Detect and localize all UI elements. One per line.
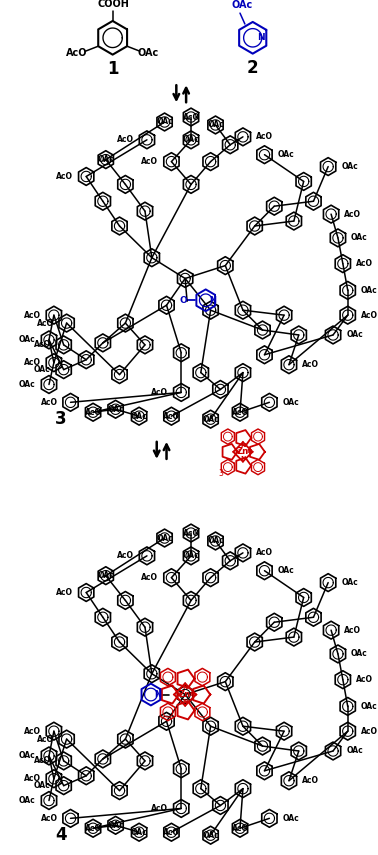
- Text: OAc: OAc: [346, 331, 363, 339]
- Text: AcO: AcO: [141, 157, 158, 166]
- Text: OAc: OAc: [138, 48, 159, 58]
- Text: OAc: OAc: [131, 412, 147, 421]
- Text: AcO: AcO: [85, 823, 102, 833]
- Text: AcO: AcO: [183, 113, 200, 121]
- Text: OAc: OAc: [351, 650, 368, 658]
- Text: OAc: OAc: [207, 121, 224, 129]
- Text: AcO: AcO: [344, 209, 361, 219]
- Text: AcO: AcO: [40, 814, 57, 823]
- Text: OAc: OAc: [131, 828, 147, 837]
- Text: OAc: OAc: [361, 702, 378, 711]
- Text: AcO: AcO: [302, 360, 319, 369]
- Text: AcO: AcO: [151, 388, 168, 397]
- Text: 1: 1: [107, 60, 118, 78]
- Text: OAc: OAc: [98, 571, 114, 581]
- Text: AcO: AcO: [163, 828, 180, 837]
- Text: OAc: OAc: [341, 578, 358, 587]
- Text: 4: 4: [55, 826, 67, 844]
- Text: O: O: [179, 296, 187, 304]
- Text: OAc: OAc: [183, 135, 199, 144]
- Text: OAc: OAc: [278, 150, 294, 159]
- Text: AcO: AcO: [356, 259, 373, 268]
- Text: OAc: OAc: [156, 534, 173, 543]
- Text: OAc: OAc: [156, 117, 173, 127]
- Text: AcO: AcO: [24, 727, 41, 735]
- Text: AcO: AcO: [302, 776, 319, 785]
- Text: AcO: AcO: [361, 727, 378, 735]
- Text: AcO: AcO: [151, 804, 168, 813]
- Text: AcO: AcO: [117, 135, 134, 144]
- Text: OAc: OAc: [361, 286, 378, 295]
- Text: OAc: OAc: [207, 536, 224, 545]
- Text: 3: 3: [55, 410, 67, 428]
- Text: OAc: OAc: [351, 233, 368, 242]
- Text: OAc: OAc: [202, 415, 219, 424]
- Text: AcO: AcO: [40, 398, 57, 407]
- Text: OAc: OAc: [283, 814, 299, 823]
- Text: OAc: OAc: [183, 551, 199, 560]
- Text: N: N: [189, 692, 195, 697]
- Text: N: N: [257, 33, 265, 42]
- Text: AcO: AcO: [37, 319, 54, 327]
- Text: AcO: AcO: [117, 551, 134, 560]
- Text: OAc: OAc: [19, 380, 36, 389]
- Text: AcO: AcO: [256, 133, 273, 141]
- Text: AcO: AcO: [34, 340, 51, 350]
- Text: AcO: AcO: [361, 310, 378, 320]
- Text: N: N: [234, 450, 239, 454]
- Text: AcO: AcO: [163, 412, 180, 421]
- Text: COOH: COOH: [98, 0, 130, 9]
- Text: OAc: OAc: [19, 335, 36, 345]
- Text: N: N: [240, 456, 246, 461]
- Text: N: N: [246, 450, 252, 454]
- Text: OAc: OAc: [98, 155, 114, 164]
- Text: OAc: OAc: [19, 796, 36, 805]
- Text: 2: 2: [247, 58, 259, 76]
- Text: N: N: [154, 690, 161, 699]
- Text: AcO: AcO: [231, 823, 248, 833]
- Text: N: N: [175, 692, 181, 697]
- Text: AcO: AcO: [231, 408, 248, 416]
- Text: Zn: Zn: [237, 447, 249, 457]
- Text: OAc: OAc: [231, 0, 253, 10]
- Text: OAc: OAc: [19, 752, 36, 760]
- Text: 3: 3: [218, 469, 223, 478]
- Text: AcO: AcO: [34, 757, 51, 765]
- Text: OAc: OAc: [202, 831, 219, 840]
- Text: OAc: OAc: [278, 566, 294, 575]
- Text: AcO: AcO: [37, 734, 54, 744]
- Text: N: N: [209, 296, 216, 304]
- Text: AcO: AcO: [344, 626, 361, 634]
- Text: OAc: OAc: [34, 365, 51, 374]
- Text: OAc: OAc: [107, 821, 124, 830]
- Text: AcO: AcO: [24, 775, 41, 783]
- Text: AcO: AcO: [256, 548, 273, 557]
- Text: AcO: AcO: [356, 675, 373, 684]
- Text: OAc: OAc: [34, 781, 51, 790]
- Text: N: N: [240, 443, 246, 448]
- Text: OAc: OAc: [283, 398, 299, 407]
- Text: OAc: OAc: [341, 162, 358, 171]
- Text: N: N: [183, 685, 188, 690]
- Text: AcO: AcO: [85, 408, 102, 416]
- Text: AcO: AcO: [24, 310, 41, 320]
- Text: AcO: AcO: [56, 588, 73, 597]
- Text: AcO: AcO: [183, 528, 200, 538]
- Text: OAc: OAc: [107, 404, 124, 414]
- Text: AcO: AcO: [141, 573, 158, 582]
- Text: AcO: AcO: [56, 172, 73, 181]
- Text: AcO: AcO: [66, 48, 87, 58]
- Text: AcO: AcO: [24, 358, 41, 367]
- Text: OAc: OAc: [346, 746, 363, 756]
- Text: Zn: Zn: [179, 690, 191, 699]
- Text: N: N: [183, 699, 188, 705]
